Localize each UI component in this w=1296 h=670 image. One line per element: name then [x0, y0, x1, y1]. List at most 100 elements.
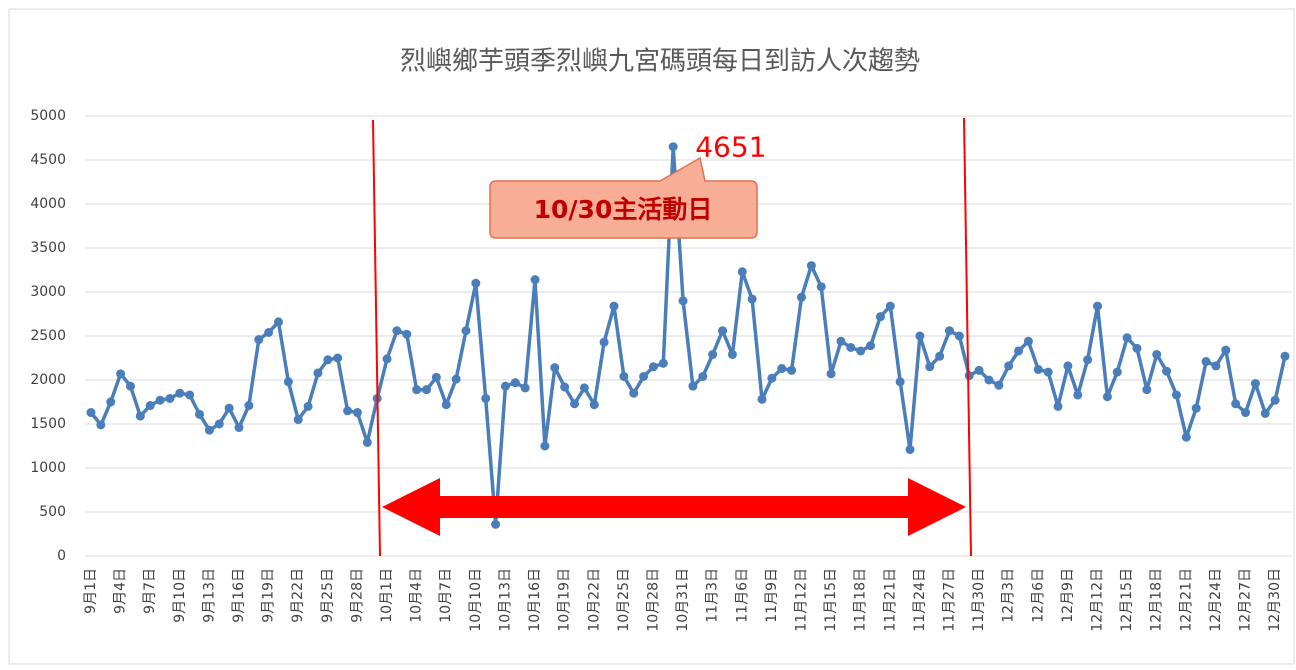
- x-tick-label: 10月13日: [497, 568, 513, 632]
- data-point: [1171, 390, 1181, 400]
- x-tick-label: 12月24日: [1208, 568, 1224, 632]
- x-tick-label: 10月7日: [438, 568, 454, 623]
- data-point: [422, 385, 432, 395]
- data-point: [530, 275, 540, 285]
- data-point: [1270, 395, 1280, 405]
- data-point: [984, 375, 994, 385]
- x-tick-label: 9月16日: [231, 568, 247, 623]
- data-point: [1152, 349, 1162, 359]
- data-label: 4651: [695, 131, 766, 164]
- y-tick-label: 2000: [30, 372, 66, 388]
- data-point: [639, 371, 649, 381]
- y-tick-label: 5000: [30, 108, 66, 124]
- y-tick-label: 1500: [30, 416, 66, 432]
- data-point: [234, 423, 244, 433]
- data-point: [1112, 367, 1122, 377]
- data-point: [392, 326, 402, 336]
- data-point: [1221, 345, 1231, 355]
- data-point: [1191, 403, 1201, 413]
- x-tick-label: 11月21日: [882, 568, 898, 632]
- x-tick-label: 10月25日: [616, 568, 632, 632]
- data-point: [471, 278, 481, 288]
- data-point: [451, 374, 461, 384]
- data-point: [96, 420, 106, 430]
- data-point: [204, 425, 214, 435]
- data-point: [816, 282, 826, 292]
- data-point: [806, 261, 816, 271]
- data-point: [836, 336, 846, 346]
- data-point: [1023, 336, 1033, 346]
- data-point: [974, 365, 984, 375]
- data-point: [412, 385, 422, 395]
- data-point: [1102, 392, 1112, 402]
- data-point: [826, 369, 836, 379]
- x-tick-label: 10月31日: [675, 568, 691, 632]
- x-tick-label: 10月4日: [409, 568, 425, 623]
- x-tick-label: 10月19日: [557, 568, 573, 632]
- data-point: [658, 358, 668, 368]
- x-tick-label: 9月10日: [172, 568, 188, 623]
- data-point: [954, 331, 964, 341]
- data-point: [1231, 399, 1241, 409]
- data-point: [964, 371, 974, 381]
- x-tick-label: 10月10日: [468, 568, 484, 632]
- data-point: [1211, 361, 1221, 371]
- data-point: [1122, 333, 1132, 343]
- data-point: [629, 388, 639, 398]
- data-point: [1033, 364, 1043, 374]
- data-point: [185, 390, 195, 400]
- data-point: [1162, 366, 1172, 376]
- data-point: [402, 329, 412, 339]
- callout-text: 10/30主活動日: [534, 195, 713, 224]
- x-tick-label: 11月3日: [705, 568, 721, 623]
- data-point: [165, 393, 175, 403]
- range-line: [963, 117, 972, 557]
- data-point: [264, 327, 274, 337]
- data-point: [747, 294, 757, 304]
- data-point: [925, 362, 935, 372]
- data-point: [1201, 357, 1211, 367]
- data-point: [86, 408, 96, 418]
- data-point: [244, 401, 254, 411]
- y-tick-label: 4500: [30, 152, 66, 168]
- data-line: [89, 144, 1287, 527]
- data-point: [382, 354, 392, 364]
- data-point: [846, 342, 856, 352]
- x-tick-label: 9月13日: [201, 568, 217, 623]
- x-tick-label: 10月16日: [527, 568, 543, 632]
- x-tick-label: 9月22日: [290, 568, 306, 623]
- data-point: [224, 403, 234, 413]
- data-point: [688, 381, 698, 391]
- data-point: [145, 401, 155, 411]
- data-point: [668, 142, 678, 152]
- x-tick-label: 11月27日: [941, 568, 957, 632]
- data-point: [1142, 385, 1152, 395]
- data-point: [718, 326, 728, 336]
- x-tick-label: 11月30日: [971, 568, 987, 632]
- data-point: [155, 395, 165, 405]
- data-point: [796, 292, 806, 302]
- y-tick-label: 1000: [30, 460, 66, 476]
- data-point: [491, 519, 501, 529]
- data-point: [175, 388, 185, 398]
- y-tick-label: 4000: [30, 196, 66, 212]
- data-point: [510, 378, 520, 388]
- data-point: [1181, 432, 1191, 442]
- data-point: [560, 382, 570, 392]
- x-tick-label: 9月28日: [349, 568, 365, 623]
- data-point: [935, 351, 945, 361]
- data-point: [254, 335, 264, 345]
- data-point: [727, 349, 737, 359]
- data-point: [313, 368, 323, 378]
- data-point: [1093, 301, 1103, 311]
- data-point: [895, 377, 905, 387]
- x-tick-label: 12月6日: [1030, 568, 1046, 623]
- data-point: [570, 399, 580, 409]
- data-point: [303, 401, 313, 411]
- data-point: [787, 365, 797, 375]
- data-point: [1073, 390, 1083, 400]
- data-point: [875, 312, 885, 322]
- data-point: [352, 408, 362, 418]
- x-tick-label: 11月6日: [734, 568, 750, 623]
- data-point: [441, 400, 451, 410]
